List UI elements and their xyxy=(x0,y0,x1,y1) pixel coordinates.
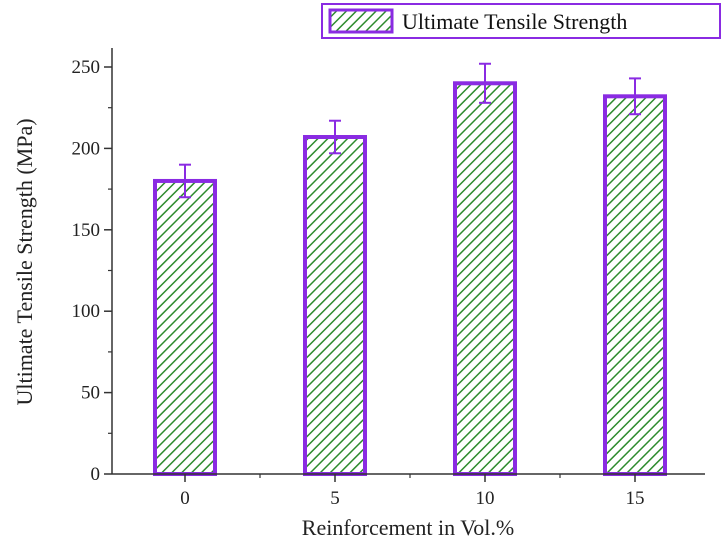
y-tick-label: 200 xyxy=(72,138,101,159)
x-tick-label: 10 xyxy=(476,488,495,509)
bar xyxy=(303,135,367,476)
y-tick-label: 250 xyxy=(72,57,101,78)
x-tick-label: 15 xyxy=(626,488,645,509)
bar xyxy=(603,94,667,477)
y-axis-title: Ultimate Tensile Strength (MPa) xyxy=(12,118,37,405)
x-tick-label: 0 xyxy=(180,488,190,509)
legend-label: Ultimate Tensile Strength xyxy=(402,9,627,34)
bar xyxy=(153,178,217,477)
legend: Ultimate Tensile Strength xyxy=(321,3,721,39)
plot-area: 0 50 100 150 200 250 0 5 10 15 xyxy=(72,57,667,509)
y-tick-label: 150 xyxy=(72,220,101,241)
x-tick-label: 5 xyxy=(330,488,340,509)
y-tick-label: 50 xyxy=(81,383,100,404)
y-tick-label: 100 xyxy=(72,301,101,322)
y-tick-label: 0 xyxy=(91,464,101,485)
bar xyxy=(453,81,517,476)
x-axis-title: Reinforcement in Vol.% xyxy=(302,515,514,540)
legend-swatch xyxy=(328,8,394,34)
